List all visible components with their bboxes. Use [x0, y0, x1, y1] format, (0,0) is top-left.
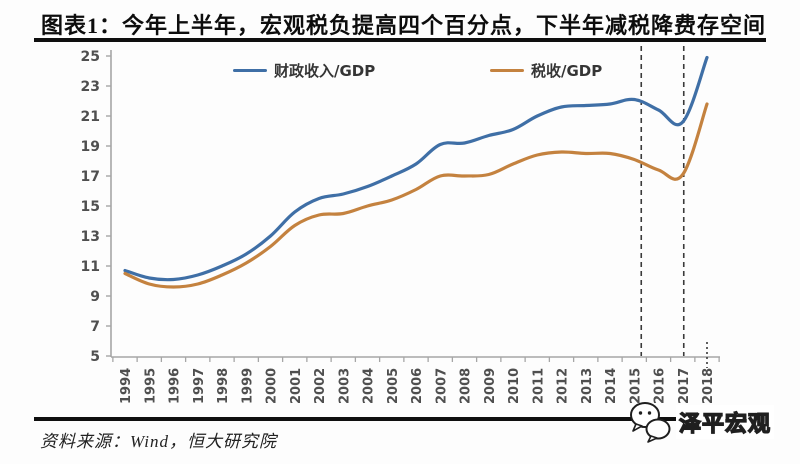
x-tick-label: 2008: [459, 368, 474, 404]
x-tick-label: 2012: [556, 368, 571, 404]
x-tick-label: 2004: [362, 368, 377, 404]
title-rule: [34, 38, 766, 42]
x-tick-label: 2002: [313, 368, 328, 404]
x-tick-label: 1996: [168, 368, 183, 404]
y-tick-label: 15: [81, 199, 100, 215]
x-tick-label: 1999: [240, 368, 255, 404]
x-tick-label: 2013: [580, 368, 595, 404]
x-tick-label: 2001: [289, 368, 304, 404]
y-tick-label: 9: [90, 289, 100, 305]
x-tick-label: 2010: [507, 368, 522, 404]
x-tick-label: 2011: [531, 368, 546, 404]
x-tick-label: 2005: [386, 368, 401, 404]
x-tick-label: 2000: [265, 368, 280, 404]
watermark-logo: 泽平宏观: [628, 400, 774, 444]
x-tick-label: 2009: [483, 368, 498, 404]
x-tick-label: 1994: [119, 368, 134, 404]
x-tick-label: 2018: [701, 368, 716, 404]
chat-bubbles-icon: [629, 402, 671, 443]
y-tick-label: 23: [81, 79, 100, 95]
x-tick-label: 2007: [434, 368, 449, 404]
watermark-text: 泽平宏观: [675, 405, 774, 439]
y-tick-label: 17: [81, 169, 100, 185]
y-tick-label: 7: [90, 319, 100, 335]
x-tick-label: 1995: [143, 368, 158, 404]
x-tick-label: 2016: [653, 368, 668, 404]
source-note: 资料来源：Wind，恒大研究院: [40, 432, 277, 451]
y-tick-label: 19: [81, 139, 100, 155]
x-tick-label: 2015: [628, 368, 643, 404]
bottom-rule: [34, 417, 766, 421]
x-tick-label: 2017: [677, 368, 692, 404]
x-tick-label: 1997: [192, 368, 207, 404]
chart-title: 图表1：今年上半年，宏观税负提高四个百分点，下半年减税降费存空间: [41, 13, 767, 38]
x-tick-label: 1998: [216, 368, 231, 404]
fiscal-revenue-line: [123, 55, 709, 282]
y-tick-label: 5: [90, 349, 100, 365]
x-tick-label: 2003: [337, 368, 352, 404]
y-tick-label: 21: [81, 109, 100, 125]
tax-revenue-line: [123, 102, 709, 289]
y-tick-label: 25: [81, 49, 100, 65]
x-tick-label: 2014: [604, 368, 619, 404]
x-tick-label: 2006: [410, 368, 425, 404]
y-tick-label: 13: [81, 229, 100, 245]
y-tick-label: 11: [81, 259, 100, 275]
